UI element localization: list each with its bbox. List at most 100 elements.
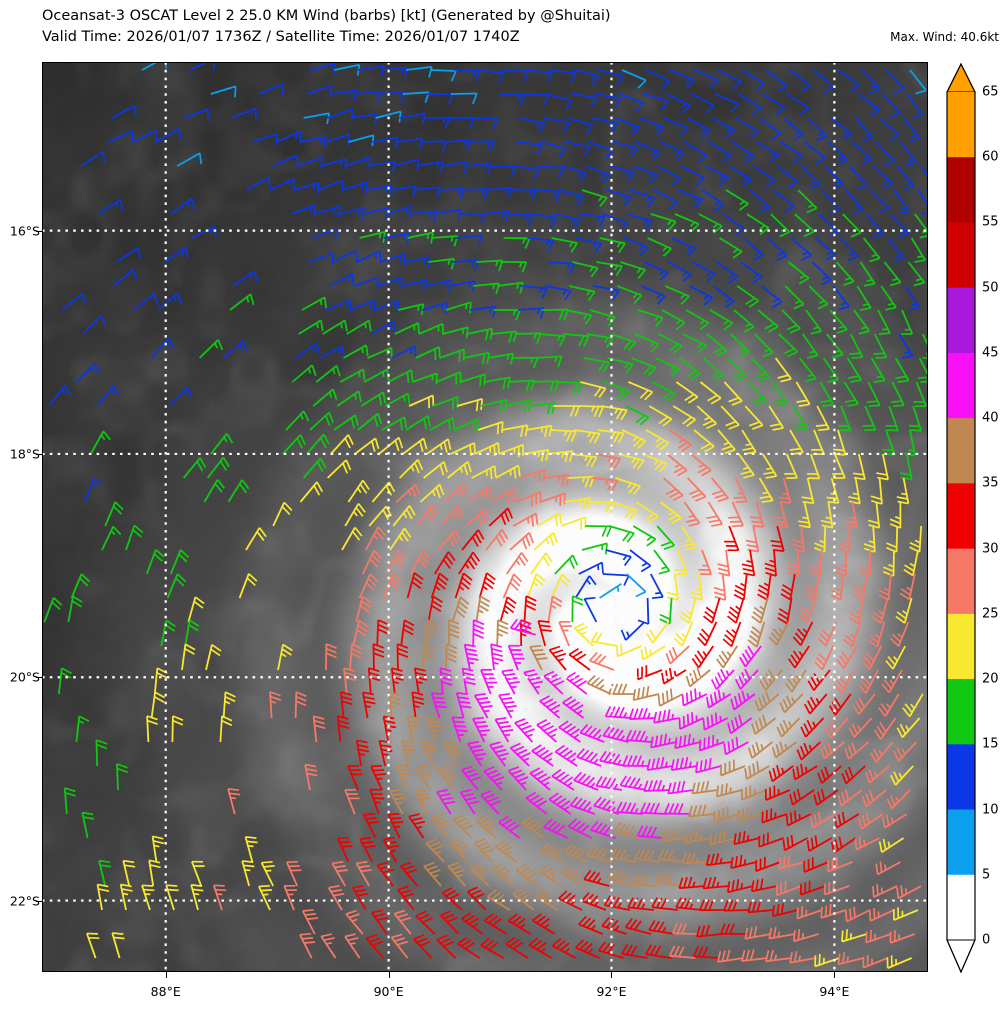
barb-shaft <box>428 257 455 263</box>
wind-barb <box>557 189 584 206</box>
wind-barb <box>688 285 714 306</box>
barb-full-10kt <box>775 107 786 116</box>
barb-half-5kt <box>649 341 656 347</box>
barb-half-5kt <box>456 188 461 195</box>
barb-full-10kt <box>292 178 296 190</box>
barb-shaft <box>779 141 803 157</box>
wind-barb <box>784 285 805 310</box>
barb-half-5kt <box>468 281 472 288</box>
wind-barb <box>653 189 678 210</box>
barb-shaft <box>640 285 666 298</box>
barb-shaft <box>690 93 715 107</box>
wind-barb <box>760 285 783 309</box>
barb-half-5kt <box>646 196 651 202</box>
barb-shaft <box>594 93 621 100</box>
wind-barb <box>733 309 755 333</box>
barb-half-5kt <box>495 260 499 267</box>
wind-barb <box>856 285 872 311</box>
barb-full-10kt <box>776 255 787 262</box>
barb-full-10kt <box>679 127 689 137</box>
barb-shaft <box>380 253 406 263</box>
colorbar-band <box>947 222 975 289</box>
barb-half-5kt <box>854 205 861 209</box>
barb-shaft <box>711 117 736 131</box>
wind-barb <box>489 165 516 178</box>
barb-full-10kt <box>131 130 134 143</box>
barb-shaft <box>476 259 503 263</box>
barb-full-10kt <box>380 65 385 77</box>
barb-full-10kt <box>787 181 799 189</box>
wind-barb <box>586 333 614 349</box>
barb-shaft <box>325 299 351 311</box>
barb-shaft <box>189 62 210 71</box>
wind-barb <box>567 117 594 135</box>
barb-half-5kt <box>838 325 845 329</box>
barb-full-10kt <box>599 197 608 207</box>
barb-half-5kt <box>725 127 732 133</box>
barb-half-5kt <box>654 315 660 322</box>
wind-barb <box>112 268 138 287</box>
barb-full-10kt <box>436 186 441 198</box>
barb-full-10kt <box>637 79 647 89</box>
barb-full-10kt <box>564 100 573 111</box>
barb-shaft <box>806 117 828 137</box>
barb-full-10kt <box>508 331 513 343</box>
wind-barb <box>667 261 692 283</box>
barb-shaft <box>588 141 614 152</box>
barb-half-5kt <box>484 163 488 170</box>
barb-full-10kt <box>697 154 708 163</box>
barb-full-10kt <box>295 155 299 167</box>
barb-shaft <box>743 237 764 256</box>
barb-shaft <box>597 69 624 77</box>
barb-half-5kt <box>686 245 692 252</box>
wind-barb <box>399 112 427 125</box>
barb-full-10kt <box>492 306 497 318</box>
barb-full-10kt <box>521 261 528 273</box>
wind-barb <box>698 213 723 234</box>
barb-full-10kt <box>825 254 836 261</box>
barb-shaft <box>450 92 477 95</box>
barb-full-10kt <box>344 158 348 170</box>
barb-full-10kt <box>585 124 594 135</box>
wind-barb <box>813 69 835 93</box>
wind-barb <box>715 261 739 284</box>
barb-half-5kt <box>777 251 784 256</box>
wind-barb <box>545 285 572 301</box>
barb-shaft <box>434 208 461 215</box>
wind-barb <box>421 302 448 314</box>
barb-shaft <box>736 285 760 302</box>
barb-shaft <box>229 293 252 311</box>
barb-full-10kt <box>730 103 740 113</box>
y-axis-tick <box>36 453 42 455</box>
wind-barb <box>500 261 528 273</box>
wind-barb <box>537 165 564 179</box>
wind-barb <box>501 69 529 82</box>
wind-barb <box>498 93 526 106</box>
barb-shaft <box>909 69 927 91</box>
barb-shaft <box>781 309 801 330</box>
barb-half-5kt <box>883 179 890 184</box>
barb-shaft <box>879 117 900 136</box>
wind-barb <box>417 160 444 173</box>
barb-shaft <box>805 309 823 332</box>
barb-shaft <box>722 213 745 230</box>
wind-barb <box>588 141 614 160</box>
wind-barb <box>685 309 710 331</box>
barb-full-10kt <box>659 272 669 282</box>
wind-barb <box>309 62 336 75</box>
barb-full-10kt <box>212 62 216 70</box>
wind-barb <box>786 93 810 115</box>
barb-half-5kt <box>845 277 851 281</box>
barb-shaft <box>687 117 711 132</box>
wind-barb <box>904 285 921 311</box>
wind-barb <box>806 117 828 142</box>
barb-half-5kt <box>636 267 642 274</box>
barb-full-10kt <box>723 322 734 331</box>
barb-half-5kt <box>536 308 541 315</box>
barb-shaft <box>572 261 598 269</box>
wind-barb <box>805 309 823 335</box>
barb-full-10kt <box>337 206 341 218</box>
wind-barb <box>232 270 258 287</box>
barb-shaft <box>858 93 880 111</box>
wind-barb <box>902 117 921 143</box>
